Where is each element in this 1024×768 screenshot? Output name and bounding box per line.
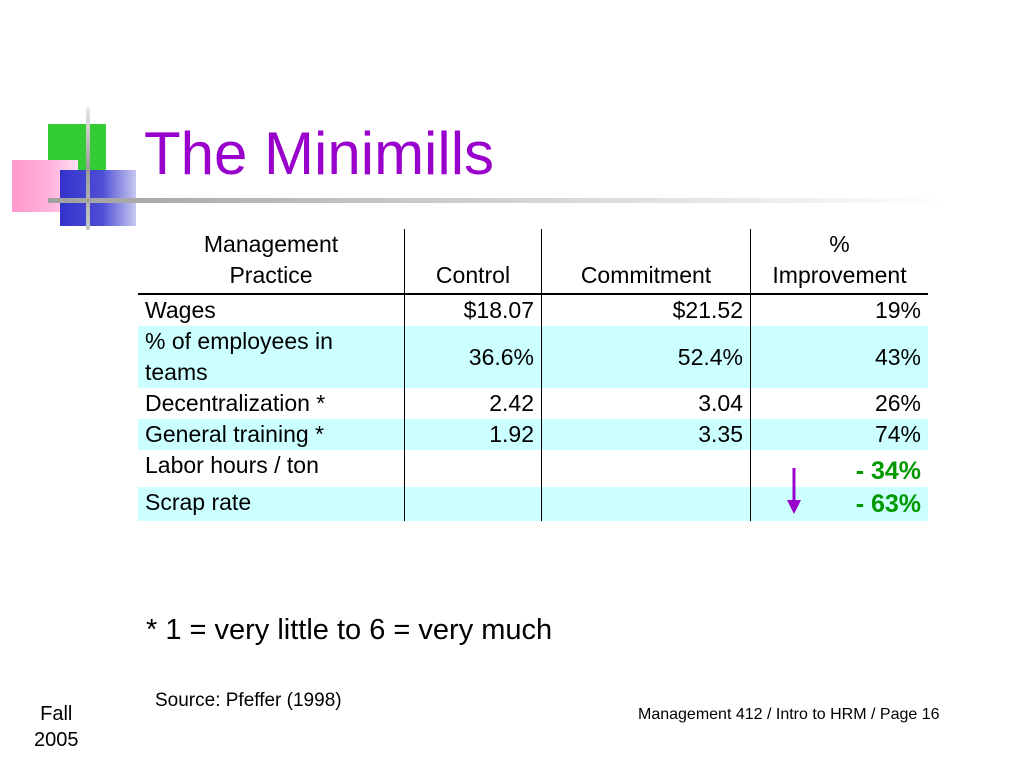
cell-commitment: 3.35 (541, 419, 751, 450)
header-practice-line2: Practice (229, 262, 313, 288)
cell-improvement: 19% (874, 297, 921, 323)
header-management-practice: Management Practice (138, 229, 405, 295)
cell-commitment (541, 450, 751, 487)
table-row: Decentralization * 2.42 3.04 26% (138, 388, 928, 419)
decor-vertical-line (86, 108, 90, 230)
cell-commitment (541, 487, 751, 521)
header-improvement-line2: Improvement (772, 262, 907, 288)
cell-control: 36.6% (404, 326, 542, 388)
course-page-info: Management 412 / Intro to HRM / Page 16 (638, 706, 940, 723)
cell-control: 2.42 (404, 388, 542, 419)
cell-practice: Labor hours / ton (138, 450, 405, 487)
cell-improvement: - 34% (855, 457, 921, 485)
header-commitment: Commitment (541, 229, 751, 295)
table-row: Scrap rate - 63% (138, 487, 928, 521)
cell-practice: % of employees in teams (138, 326, 405, 388)
cell-commitment: $21.52 (541, 294, 751, 326)
header-practice-line1: Management (203, 231, 339, 257)
term-label: Fall 2005 (34, 701, 79, 753)
table-row: Labor hours / ton - 34% (138, 450, 928, 487)
header-improvement: % Improvement (750, 229, 928, 295)
table-row: General training * 1.92 3.35 74% (138, 419, 928, 450)
title-underline (48, 198, 946, 203)
scale-footnote: * 1 = very little to 6 = very much (146, 614, 553, 646)
cell-practice: General training * (138, 419, 405, 450)
cell-practice: Scrap rate (138, 487, 405, 521)
table-row: Wages $18.07 $21.52 19% (138, 294, 928, 326)
term-season: Fall (40, 703, 73, 725)
cell-improvement: 74% (750, 419, 928, 450)
term-year: 2005 (34, 729, 79, 751)
cell-improvement: - 63% (750, 487, 928, 521)
cell-control (404, 450, 542, 487)
header-improvement-line1: % (829, 231, 850, 257)
source-citation: Source: Pfeffer (1998) (155, 690, 342, 711)
down-arrow-icon (787, 468, 801, 514)
cell-control (404, 487, 542, 521)
minimills-table: Management Practice Control Commitment %… (138, 229, 928, 521)
cell-control: $18.07 (404, 294, 542, 326)
cell-control: 1.92 (404, 419, 542, 450)
cell-improvement: 43% (750, 326, 928, 388)
header-control: Control (404, 229, 542, 295)
cell-practice: Wages (138, 294, 405, 326)
cell-commitment: 3.04 (541, 388, 751, 419)
cell-improvement: 26% (874, 390, 921, 416)
table-row: % of employees in teams 36.6% 52.4% 43% (138, 326, 928, 388)
slide-title: The Minimills (144, 120, 495, 187)
cell-practice: Decentralization * (138, 388, 405, 419)
table-header-row: Management Practice Control Commitment %… (138, 229, 928, 295)
cell-commitment: 52.4% (541, 326, 751, 388)
